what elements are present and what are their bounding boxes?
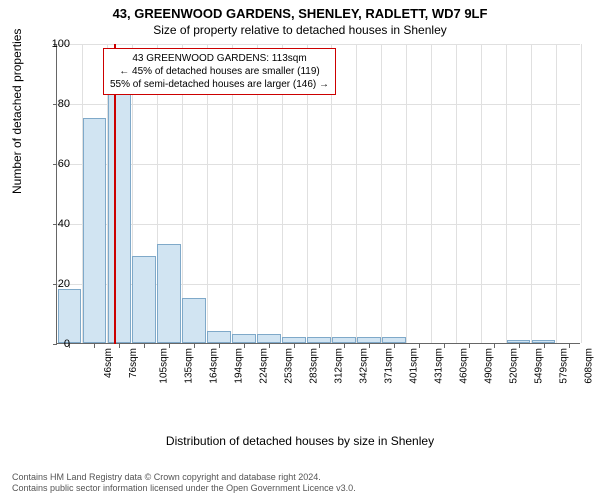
page-title: 43, GREENWOOD GARDENS, SHENLEY, RADLETT,…	[0, 0, 600, 21]
xtick-label: 135sqm	[184, 348, 195, 384]
annotation-line-1: 43 GREENWOOD GARDENS: 113sqm	[110, 52, 329, 65]
histogram-bar	[282, 337, 306, 343]
histogram-bar	[307, 337, 331, 343]
xtick-label: 164sqm	[209, 348, 220, 384]
gridline-v	[406, 44, 407, 343]
xtick-label: 431sqm	[433, 348, 444, 384]
xtick-label: 371sqm	[384, 348, 395, 384]
xtick-mark	[219, 344, 220, 348]
xtick-mark	[294, 344, 295, 348]
xtick-mark	[469, 344, 470, 348]
histogram-bar	[257, 334, 281, 343]
histogram-bar	[207, 331, 231, 343]
histogram-bar	[332, 337, 356, 343]
footer-attribution: Contains HM Land Registry data © Crown c…	[12, 472, 356, 495]
gridline-h	[57, 44, 580, 45]
gridline-v	[381, 44, 382, 343]
gridline-v	[431, 44, 432, 343]
xtick-mark	[94, 344, 95, 348]
xtick-mark	[569, 344, 570, 348]
xtick-mark	[444, 344, 445, 348]
xtick-mark	[319, 344, 320, 348]
xtick-label: 283sqm	[309, 348, 320, 384]
histogram-bar	[382, 337, 406, 343]
annotation-line-2: ← 45% of detached houses are smaller (11…	[110, 65, 329, 78]
xtick-mark	[119, 344, 120, 348]
gridline-v	[556, 44, 557, 343]
ytick-label: 40	[40, 218, 70, 230]
xtick-label: 194sqm	[234, 348, 245, 384]
xtick-label: 401sqm	[408, 348, 419, 384]
gridline-v	[481, 44, 482, 343]
histogram-bar	[108, 88, 132, 343]
xtick-label: 608sqm	[583, 348, 594, 384]
xtick-mark	[344, 344, 345, 348]
xtick-label: 312sqm	[334, 348, 345, 384]
ytick-label: 80	[40, 98, 70, 110]
xtick-label: 76sqm	[128, 348, 139, 378]
ytick-label: 0	[40, 338, 70, 350]
histogram-bar	[83, 118, 107, 343]
gridline-h	[57, 104, 580, 105]
histogram-chart: 46sqm 76sqm 105sqm 135sqm 164sqm 194sqm 224sqm…	[56, 44, 580, 384]
plot-area: 46sqm76sqm105sqm135sqm164sqm194sqm224sqm…	[56, 44, 580, 344]
gridline-h	[57, 224, 580, 225]
page-subtitle: Size of property relative to detached ho…	[0, 21, 600, 37]
xtick-label: 342sqm	[359, 348, 370, 384]
histogram-bar	[507, 340, 531, 343]
xtick-label: 46sqm	[103, 348, 114, 378]
histogram-bar	[232, 334, 256, 343]
xtick-mark	[494, 344, 495, 348]
histogram-bar	[157, 244, 181, 343]
xtick-label: 579sqm	[558, 348, 569, 384]
histogram-bar	[182, 298, 206, 343]
gridline-v	[356, 44, 357, 343]
xtick-mark	[419, 344, 420, 348]
xtick-label: 105sqm	[159, 348, 170, 384]
xtick-mark	[194, 344, 195, 348]
ytick-label: 20	[40, 278, 70, 290]
ytick-label: 100	[40, 38, 70, 50]
histogram-bar	[532, 340, 556, 343]
xtick-label: 520sqm	[508, 348, 519, 384]
annotation-box: 43 GREENWOOD GARDENS: 113sqm ← 45% of de…	[103, 48, 336, 95]
gridline-v	[456, 44, 457, 343]
xtick-label: 253sqm	[284, 348, 295, 384]
xtick-mark	[369, 344, 370, 348]
histogram-bar	[132, 256, 156, 343]
xtick-mark	[544, 344, 545, 348]
gridline-v	[506, 44, 507, 343]
histogram-bar	[58, 289, 82, 343]
ytick-label: 60	[40, 158, 70, 170]
xtick-mark	[269, 344, 270, 348]
histogram-bar	[357, 337, 381, 343]
footer-line-2: Contains public sector information licen…	[12, 483, 356, 494]
footer-line-1: Contains HM Land Registry data © Crown c…	[12, 472, 356, 483]
xtick-mark	[244, 344, 245, 348]
annotation-line-3: 55% of semi-detached houses are larger (…	[110, 78, 329, 91]
xtick-label: 460sqm	[458, 348, 469, 384]
xtick-mark	[144, 344, 145, 348]
y-axis-label: Number of detached properties	[10, 29, 24, 194]
gridline-h	[57, 164, 580, 165]
xtick-mark	[519, 344, 520, 348]
xtick-mark	[394, 344, 395, 348]
xtick-label: 490sqm	[483, 348, 494, 384]
xtick-label: 224sqm	[259, 348, 270, 384]
xtick-mark	[169, 344, 170, 348]
x-axis-label: Distribution of detached houses by size …	[0, 434, 600, 448]
xtick-label: 549sqm	[533, 348, 544, 384]
gridline-v	[531, 44, 532, 343]
gridline-v	[581, 44, 582, 343]
